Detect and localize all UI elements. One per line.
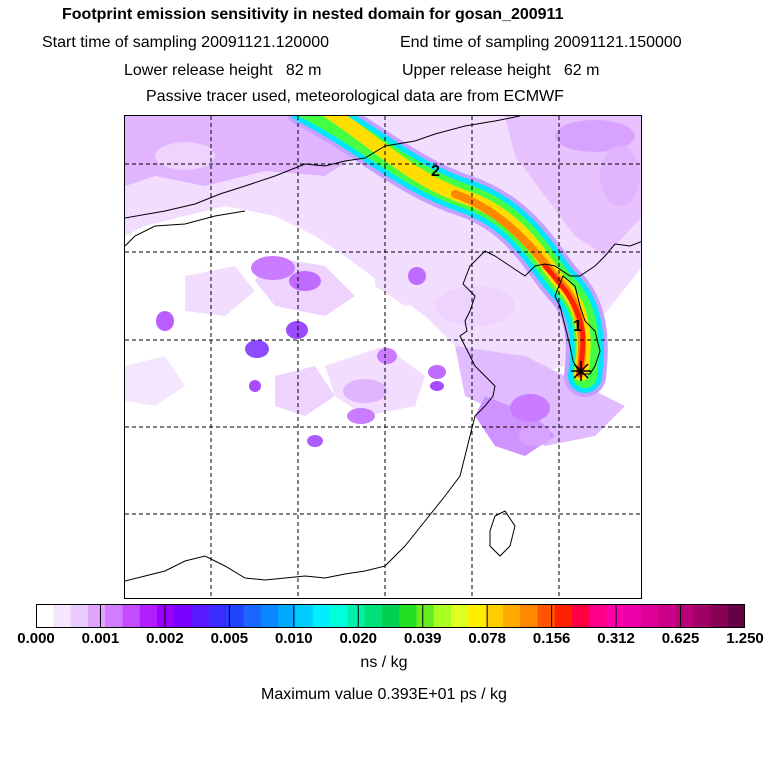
max-value-label: Maximum value 0.393E+01 ps / kg [261, 686, 507, 703]
end-time-label: End time of sampling 20091121.150000 [400, 34, 682, 51]
colorbar-swatch [347, 604, 366, 628]
colorbar-swatch [174, 604, 193, 628]
colorbar-swatch [572, 604, 590, 628]
colorbar-tick-label: 0.001 [81, 630, 120, 647]
colorbar-tick-label: 0.312 [597, 630, 635, 647]
colorbar-tick-label: 1.250 [726, 630, 764, 647]
colorbar-swatch [381, 604, 400, 628]
colorbar-tick-label: 0.020 [339, 630, 378, 647]
marker-2: 2 [431, 163, 440, 180]
background-sensitivity [125, 116, 641, 456]
colorbar-swatch [226, 604, 245, 628]
colorbar-swatch [312, 604, 331, 628]
colorbar-swatch [693, 604, 711, 628]
colorbar-swatch [87, 604, 106, 628]
colorbar-swatch [399, 604, 417, 628]
colorbar-swatch [157, 604, 175, 628]
colorbar-swatch [451, 604, 469, 628]
footprint-plume [286, 116, 608, 397]
colorbar-swatch [191, 604, 210, 628]
colorbar-swatch [589, 604, 608, 628]
start-time-label: Start time of sampling 20091121.120000 [42, 34, 330, 51]
colorbar-swatch [208, 604, 227, 628]
colorbar-swatch [520, 604, 538, 628]
colorbar-unit: ns / kg [360, 654, 408, 671]
colorbar-swatch [537, 604, 556, 628]
colorbar-swatch [105, 604, 123, 628]
colorbar-swatch [329, 604, 348, 628]
colorbar-swatch [623, 604, 642, 628]
colorbar-tick-label: 0.039 [403, 630, 442, 647]
colorbar-swatch [416, 604, 435, 628]
colorbar-swatch [36, 604, 54, 628]
colorbar-swatch [53, 604, 72, 628]
colorbar-swatch [485, 604, 504, 628]
lat-lon-grid [125, 116, 641, 598]
colorbar-swatch [641, 604, 660, 628]
colorbar-swatch [295, 604, 314, 628]
colorbar-swatch [243, 604, 262, 628]
colorbar-swatch [675, 604, 694, 628]
plot-title: Footprint emission sensitivity in nested… [62, 6, 564, 23]
colorbar-tick-label: 0.156 [532, 630, 571, 647]
colorbar-swatch [606, 604, 625, 628]
colorbar-tick-label: 0.078 [468, 630, 506, 647]
colorbar-swatch [658, 604, 677, 628]
colorbar-tick-label: 0.005 [210, 630, 249, 647]
lower-release-label: Lower release height 82 m [124, 62, 322, 79]
colorbar-swatch [70, 604, 89, 628]
colorbar-tick-label: 0.625 [661, 630, 700, 647]
colorbar-tick-label: 0.002 [146, 630, 184, 647]
colorbar-swatch [122, 604, 141, 628]
colorbar-swatch [278, 604, 296, 628]
tracer-note: Passive tracer used, meteorological data… [146, 88, 564, 105]
colorbar-swatch [502, 604, 521, 628]
colorbar [35, 604, 746, 628]
marker-1: 1 [573, 318, 582, 335]
colorbar-swatch [468, 604, 487, 628]
colorbar-swatch [260, 604, 279, 628]
footprint-map: 1 2 [124, 115, 642, 599]
colorbar-swatch [727, 604, 746, 628]
colorbar-swatch [554, 604, 573, 628]
upper-release-label: Upper release height 62 m [402, 62, 600, 79]
colorbar-tick-label: 0.000 [17, 630, 55, 647]
colorbar-swatch [139, 604, 158, 628]
receptor-star-icon [571, 361, 591, 381]
colorbar-swatch [433, 604, 452, 628]
colorbar-tick-label: 0.010 [275, 630, 313, 647]
colorbar-swatch [364, 604, 383, 628]
colorbar-swatch [710, 604, 729, 628]
